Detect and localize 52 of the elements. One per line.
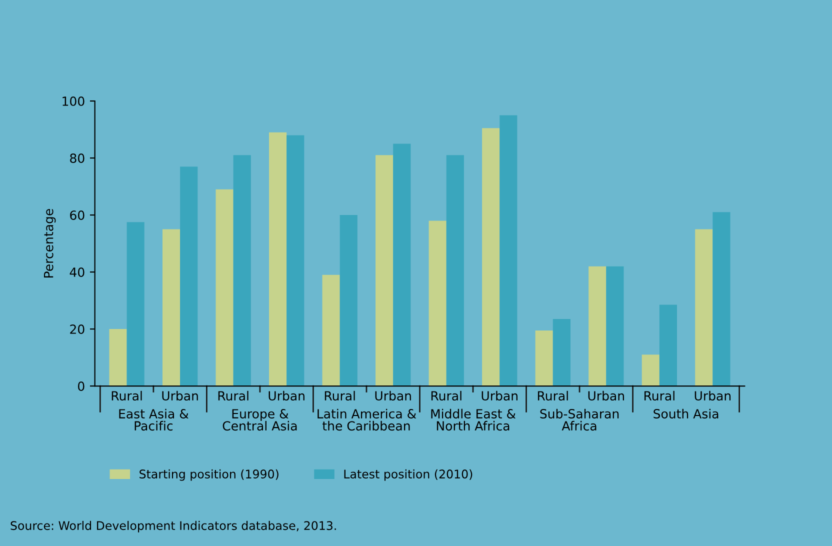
bar	[180, 166, 198, 386]
x-tick-label: Urban	[162, 390, 198, 401]
bar	[322, 274, 340, 386]
legend-label: Latest position (2010)	[344, 469, 472, 481]
y-tick-label: 80	[70, 153, 84, 163]
x-tick-label: Urban	[375, 390, 411, 401]
y-tick-label: 40	[70, 267, 84, 277]
bar	[428, 220, 446, 386]
x-tick-label: Urban	[482, 390, 518, 401]
bar	[376, 155, 394, 386]
x-tick-label: Urban	[588, 390, 624, 401]
bar	[659, 304, 677, 386]
bar	[552, 319, 570, 386]
bar	[712, 212, 730, 386]
bar	[500, 115, 518, 386]
bar	[446, 155, 464, 386]
x-tick-label: Rural	[431, 390, 462, 401]
bar	[126, 222, 144, 386]
x-tick-label: Rural	[324, 390, 355, 401]
y-axis-title: Percentage	[44, 209, 56, 278]
bar	[588, 266, 606, 386]
legend-label: Starting position (1990)	[140, 469, 278, 481]
text: East Asia & Pacific	[119, 408, 188, 431]
source-note: Source: World Development Indicators database, 2013.	[10, 520, 336, 532]
y-tick-label: 60	[70, 210, 84, 220]
x-tick-label: Urban	[694, 390, 731, 401]
text: Middle East & North Africa	[431, 408, 516, 431]
bar	[269, 132, 287, 386]
bar	[286, 135, 304, 386]
bar	[606, 266, 624, 386]
y-tick-label: 20	[70, 324, 84, 334]
bar	[642, 354, 660, 386]
bar	[535, 330, 553, 386]
bar	[482, 128, 500, 386]
bar	[695, 229, 713, 386]
bar	[233, 155, 251, 386]
text: South Asia	[654, 408, 718, 418]
x-tick-label: Urban	[268, 390, 304, 401]
x-tick-label: Rural	[538, 390, 568, 401]
x-tick-label: Rural	[644, 390, 674, 401]
bar	[216, 189, 234, 386]
y-tick-label: 100	[62, 96, 84, 106]
x-tick-label: Rural	[218, 390, 248, 401]
text: Latin America & the Caribbean	[318, 408, 416, 431]
text: Europe & Central Asia	[222, 409, 297, 431]
text: Sub-Saharan Africa	[540, 408, 619, 431]
x-tick-label: Rural	[112, 390, 142, 401]
y-tick-label: 0	[78, 381, 84, 391]
bar	[162, 229, 180, 386]
bar	[109, 329, 127, 386]
bar	[393, 144, 411, 386]
bar	[340, 215, 358, 386]
